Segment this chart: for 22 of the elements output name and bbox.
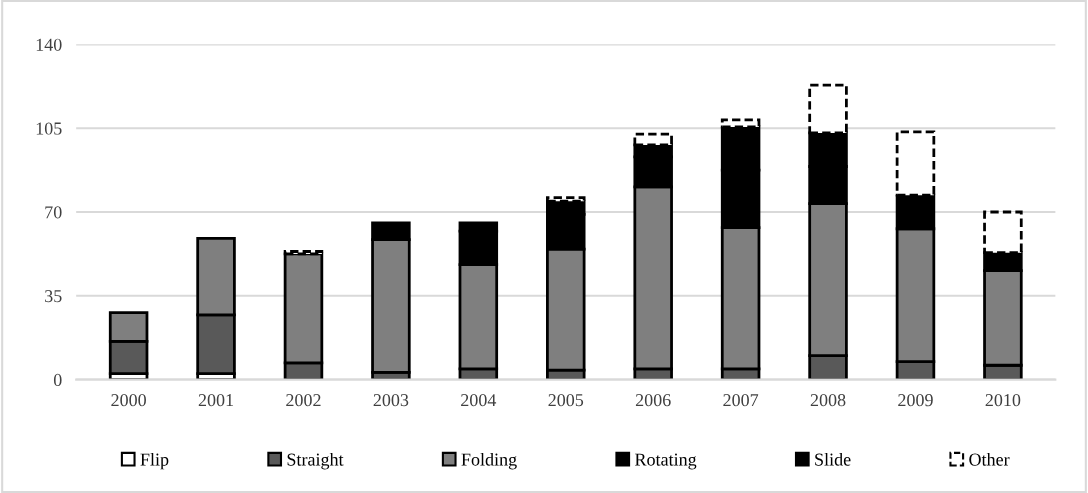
legend-label: Flip (140, 452, 169, 470)
x-tick-label: 2009 (898, 394, 933, 407)
x-tick-label: 2006 (635, 394, 671, 407)
legend-label: Folding (461, 452, 517, 470)
legend-label: Rotating (635, 453, 697, 470)
y-tick-label: 140 (36, 38, 62, 51)
y-tick-label: 35 (45, 290, 62, 303)
legend-label: Other (969, 452, 1010, 466)
x-tick-label: 2007 (723, 394, 759, 407)
x-tick-label: 2005 (548, 394, 584, 407)
x-tick-label: 2001 (198, 394, 234, 407)
x-tick-label: 2000 (111, 394, 146, 407)
x-tick-label: 2010 (985, 394, 1021, 407)
y-tick-label: 70 (45, 206, 62, 219)
x-tick-label: 2003 (373, 394, 409, 407)
x-tick-label: 2008 (810, 394, 846, 407)
legend-label: Straight (287, 452, 344, 470)
x-tick-label: 2004 (461, 394, 497, 407)
x-tick-label: 2002 (286, 394, 321, 407)
y-tick-label: 0 (53, 373, 62, 387)
y-tick-label: 105 (36, 122, 62, 135)
legend-label: Slide (815, 452, 851, 466)
